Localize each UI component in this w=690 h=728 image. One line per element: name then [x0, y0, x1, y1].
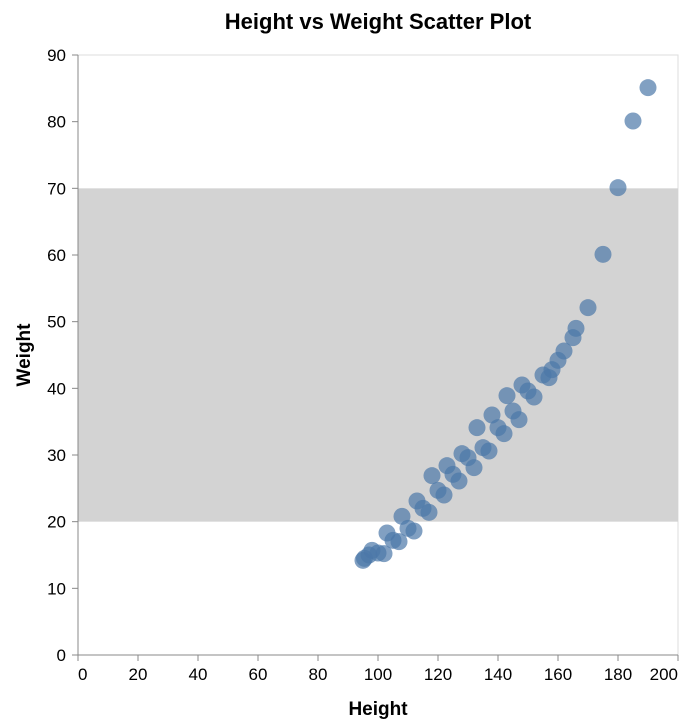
data-point — [609, 179, 627, 197]
x-tick-label: 20 — [129, 665, 148, 684]
y-tick-label: 0 — [57, 646, 66, 665]
y-tick-label: 20 — [47, 513, 66, 532]
data-point — [465, 459, 483, 477]
data-point — [555, 342, 573, 360]
x-tick-label: 60 — [249, 665, 268, 684]
data-point — [483, 406, 501, 424]
data-point — [423, 467, 441, 485]
x-tick-label: 40 — [189, 665, 208, 684]
data-point — [468, 419, 486, 437]
x-tick-label: 120 — [424, 665, 452, 684]
x-tick-label: 80 — [309, 665, 328, 684]
data-point — [510, 411, 528, 429]
x-tick-label: 100 — [364, 665, 392, 684]
data-point — [525, 388, 543, 406]
y-tick-label: 40 — [47, 379, 66, 398]
data-point — [375, 545, 393, 563]
y-axis-title: Weight — [14, 323, 35, 387]
data-point — [639, 79, 657, 97]
highlight-band — [78, 188, 678, 522]
y-tick-label: 50 — [47, 313, 66, 332]
y-tick-label: 30 — [47, 446, 66, 465]
y-tick-label: 70 — [47, 179, 66, 198]
data-point — [450, 472, 468, 490]
x-tick-label: 0 — [78, 665, 87, 684]
data-point — [624, 112, 642, 130]
y-tick-label: 90 — [47, 46, 66, 65]
y-tick-label: 60 — [47, 246, 66, 265]
data-point — [480, 442, 498, 460]
data-point — [495, 425, 513, 443]
data-point — [579, 299, 597, 317]
data-point — [435, 486, 453, 504]
chart-title: Height vs Weight Scatter Plot — [225, 9, 532, 34]
data-point — [390, 533, 408, 551]
x-tick-label: 140 — [484, 665, 512, 684]
x-tick-label: 200 — [650, 665, 678, 684]
data-point — [567, 319, 585, 337]
y-tick-label: 80 — [47, 113, 66, 132]
data-point — [498, 387, 516, 405]
data-point — [420, 503, 438, 521]
x-axis-title: Height — [348, 699, 408, 720]
plot-area: 0 20 40 60 80 100 120 140 160 180 200 0 10 20 30 40 50 60… — [47, 46, 679, 684]
y-tick-label: 10 — [47, 579, 66, 598]
data-point — [594, 245, 612, 263]
data-point — [405, 522, 423, 540]
x-tick-label: 180 — [604, 665, 632, 684]
x-tick-label: 160 — [544, 665, 572, 684]
